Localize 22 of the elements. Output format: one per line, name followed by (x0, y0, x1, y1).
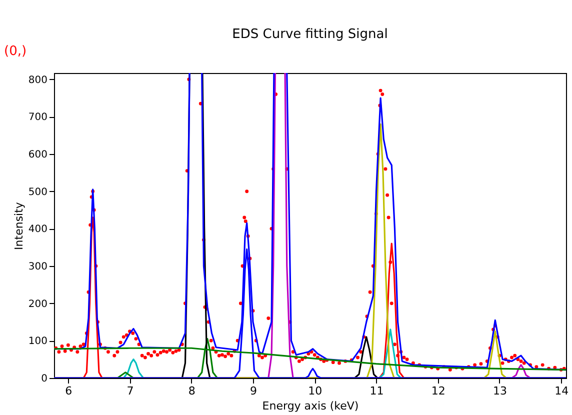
x-tick-label: 7 (126, 384, 134, 398)
y-tick-label: 200 (28, 298, 48, 310)
y-tick-label: 600 (28, 150, 48, 161)
y-tick-label: 800 (28, 74, 48, 86)
y-axis-title: Intensity (12, 202, 26, 250)
x-axis-title: Energy axis (keV) (262, 400, 359, 412)
x-tick-label: 10 (308, 384, 322, 398)
y-tick-label: 100 (28, 336, 48, 348)
y-tick-label: 700 (28, 112, 48, 124)
x-tick-label: 13 (492, 384, 507, 398)
x-tick-label: 12 (431, 384, 446, 398)
x-tick-label: 9 (250, 384, 258, 398)
x-tick-label: 8 (188, 384, 196, 398)
text: (0,) (4, 44, 27, 59)
x-tick-label: 14 (554, 384, 569, 398)
y-tick-label: 400 (28, 224, 48, 236)
y-tick-label: 300 (28, 262, 48, 273)
y-tick-label: 0 (41, 374, 48, 384)
chart-title: EDS Curve fitting Signal (232, 27, 388, 42)
x-tick-label: 6 (65, 384, 72, 398)
x-tick-label: 11 (370, 384, 384, 398)
y-tick-label: 500 (28, 186, 48, 198)
